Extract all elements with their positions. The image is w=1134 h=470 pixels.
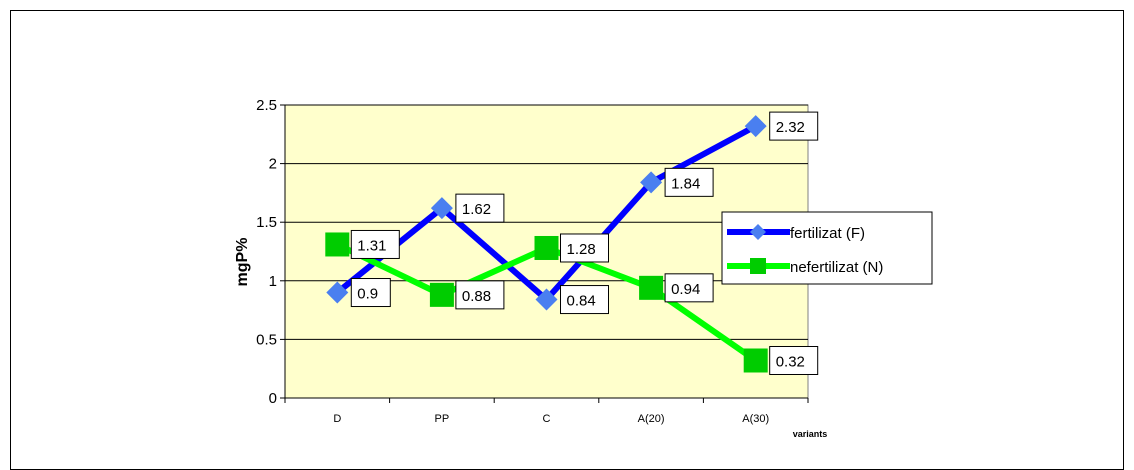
data-label-box — [350, 229, 400, 259]
x-tick-label: D — [333, 413, 341, 425]
legend-label-fertilizat: fertilizat (F) — [790, 225, 865, 242]
data-point-fertilizat — [744, 115, 767, 138]
y-tick-label: 1.5 — [256, 214, 277, 231]
data-label: 1.62 — [462, 201, 491, 218]
data-point-nefertilizat — [639, 275, 664, 300]
data-label: 0.32 — [776, 353, 805, 370]
data-point-nefertilizat — [534, 235, 559, 260]
data-label: 1.28 — [567, 241, 596, 258]
legend-marker-nefertilizat — [750, 258, 766, 274]
data-point-fertilizat — [640, 171, 663, 194]
x-tick-label: A(30) — [742, 413, 769, 425]
y-tick-label: 0.5 — [256, 331, 277, 348]
data-point-fertilizat — [535, 288, 558, 311]
data-label-box — [560, 285, 609, 315]
data-label-box — [769, 111, 819, 141]
line-chart: 0 0.5 1 1.5 2 2.5 D PP C A(20) A(30) 0.9 1.62 0.84 1.… — [234, 97, 933, 439]
y-tick-label: 2 — [269, 156, 277, 173]
data-point-fertilizat — [430, 197, 453, 220]
data-label: 1.31 — [357, 237, 386, 254]
data-label-box — [664, 273, 714, 303]
data-point-fertilizat — [326, 281, 349, 304]
y-axis-title: mgP% — [234, 238, 251, 287]
legend-marker-fertilizat — [750, 224, 766, 240]
y-tick-label: 1 — [269, 273, 277, 290]
data-label: 1.84 — [671, 175, 700, 192]
data-label-box — [664, 167, 714, 197]
data-label-box — [560, 233, 609, 263]
data-label: 0.9 — [357, 286, 378, 303]
x-axis-title: variants — [793, 429, 828, 439]
data-label: 2.32 — [776, 119, 805, 136]
data-label-box — [769, 345, 819, 375]
data-label-box — [455, 193, 505, 223]
data-point-nefertilizat — [325, 232, 350, 257]
data-label: 0.94 — [671, 281, 700, 298]
legend-label-nefertilizat: nefertilizat (N) — [790, 259, 883, 276]
x-tick-label: PP — [435, 413, 450, 425]
x-tick-label: A(20) — [638, 413, 665, 425]
data-point-nefertilizat — [743, 348, 768, 373]
data-point-nefertilizat — [429, 282, 454, 307]
x-tick-label: C — [543, 413, 551, 425]
y-tick-label: 0 — [269, 390, 277, 407]
legend: fertilizat (F) nefertilizat (N) — [721, 211, 933, 285]
data-label-box — [455, 280, 505, 310]
y-tick-label: 2.5 — [256, 97, 277, 114]
data-label: 0.84 — [567, 293, 596, 310]
data-label-box — [350, 278, 391, 308]
data-label: 0.88 — [462, 288, 491, 305]
